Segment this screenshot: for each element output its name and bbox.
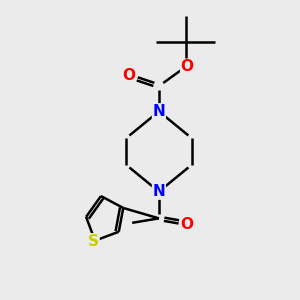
Text: O: O bbox=[122, 68, 135, 83]
Text: N: N bbox=[152, 104, 165, 119]
Text: O: O bbox=[180, 217, 193, 232]
Text: O: O bbox=[181, 59, 194, 74]
Text: N: N bbox=[152, 184, 165, 199]
Text: S: S bbox=[88, 234, 99, 249]
